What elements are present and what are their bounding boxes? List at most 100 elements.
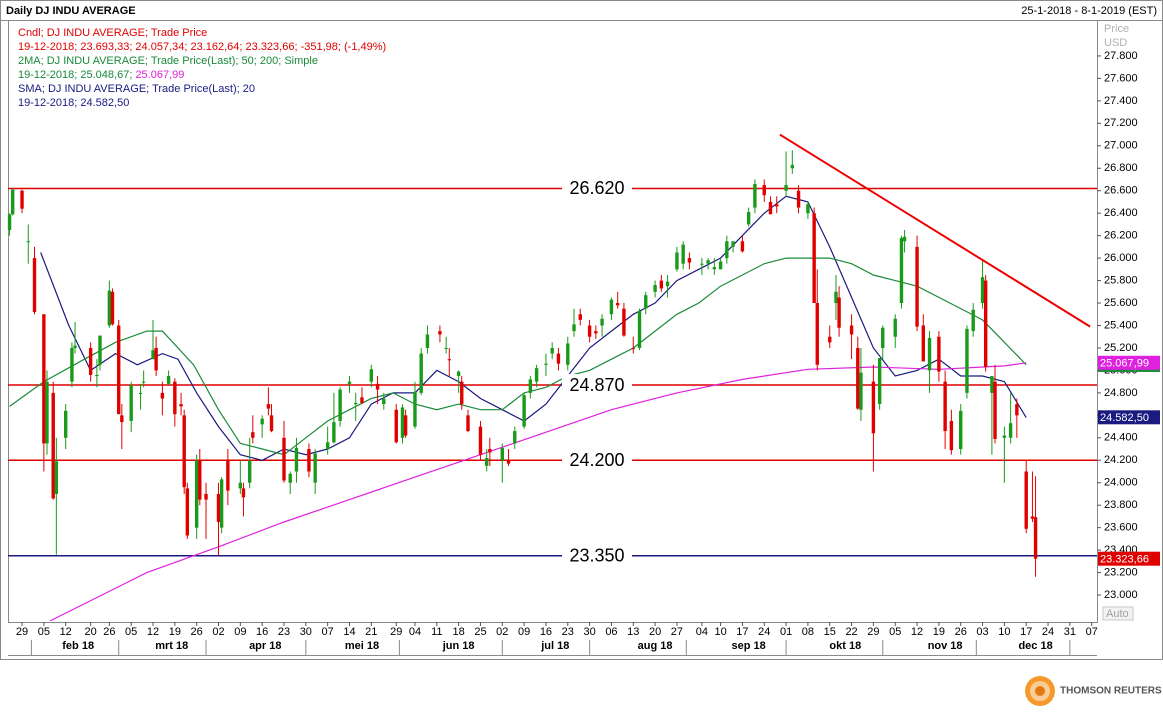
level-label-bg [562,544,632,567]
candle-body [522,395,526,427]
candle-body [198,460,202,500]
y-tick-label: 26.800 [1104,162,1138,174]
x-tick-label: 24 [758,626,770,638]
x-tick-label: 07 [1086,626,1098,638]
y-tick-label: 26.400 [1104,207,1138,219]
candle-body [444,347,448,349]
candle-body [447,359,451,361]
x-tick-label: 22 [845,626,857,638]
month-label: jul 18 [540,640,569,652]
candle-body [659,280,664,289]
y-tick-label: 23.200 [1104,566,1138,578]
candle-body [413,391,417,427]
last-value-label: 25.067,99 [1100,358,1149,370]
legend-line: Cndl; DJ INDU AVERAGE; Trade Price [18,27,207,39]
legend-line: 19-12-2018; 23.693,33; 24.057,34; 23.162… [18,41,386,53]
y-tick-label: 23.800 [1104,499,1138,511]
x-tick-label: 29 [16,626,28,638]
x-tick-label: 20 [85,626,97,638]
level-label-bg [562,374,632,397]
candle-body [637,310,642,348]
brand: THOMSON REUTERS [1060,686,1162,697]
candle-body [856,347,860,409]
candle-body [425,334,430,348]
candle-body [98,335,102,365]
x-axis: 29 05 12 20 26 05 12 19 26 02 09 16 23 30 07 14 21 29 04 11… [8,622,1098,656]
x-tick-label: 02 [496,626,508,638]
legend-text: 19-12-2018; 24.582,50 [18,97,129,109]
candle-body [204,493,208,500]
candle-body [247,460,252,483]
x-tick-label: 12 [911,626,923,638]
candle-body [834,291,838,304]
x-tick-label: 26 [955,626,967,638]
candle-body [877,358,882,405]
candle-body [706,260,710,264]
month-label: sep 18 [732,640,766,652]
x-tick-label: 14 [343,626,355,638]
x-tick-label: 25 [474,626,486,638]
y-tick-label: 27.600 [1104,72,1138,84]
candle-body [484,458,489,466]
last-value-box [1098,355,1160,370]
x-tick-label: 02 [212,626,224,638]
candle-body [700,263,704,265]
candle-body [288,473,292,483]
candle-body [251,432,255,438]
y-tick-label: 27.000 [1104,140,1138,152]
candle-body [675,252,679,270]
candle-body [718,261,723,270]
candle-body [902,236,907,242]
candle-body [959,410,963,450]
candle-body [160,392,165,399]
candle-body [456,371,461,377]
x-tick-label: 09 [518,626,530,638]
candle-body [266,404,271,409]
candle-body [226,460,230,491]
candle-body [54,461,59,494]
level-label: 26.620 [569,178,624,198]
candle-body [915,246,919,327]
x-tick-label: 04 [409,626,421,638]
x-tick-label: 31 [1064,626,1076,638]
candle-body [622,308,626,336]
y-tick-label: 23.000 [1104,589,1138,601]
month-label: aug 18 [638,640,673,652]
candle-body [815,303,819,365]
candle-body [478,426,483,455]
candle-body [141,381,146,383]
candle-body [129,385,133,421]
candle-body [550,347,554,354]
level-label: 23.350 [569,545,624,565]
x-tick-label: 21 [365,626,377,638]
month-label: dec 18 [1018,640,1052,652]
y-tick-label: 24.200 [1104,454,1138,466]
candle-body [594,331,598,334]
x-tick-label: 03 [976,626,988,638]
candle-body [513,431,517,444]
legend-text: SMA; DJ INDU AVERAGE; Trade Price(Last);… [18,83,255,95]
candle-body [806,204,810,214]
x-tick-label: 30 [300,626,312,638]
x-tick-label: 15 [824,626,836,638]
month-label: okt 18 [829,640,861,652]
last-value-label: 23.323,66 [1100,554,1149,566]
candle-body [400,407,405,438]
candle-body [980,277,985,304]
candle-body [179,404,183,407]
candle-body [338,389,342,421]
chart-title: Daily DJ INDU AVERAGE [6,5,136,17]
candle-body [10,189,15,215]
candle-body [173,381,177,415]
candle-body [859,372,863,410]
candle-body [32,258,37,313]
candle-body [572,324,576,332]
candle-body [837,297,841,328]
y-tick-label: 27.800 [1104,50,1138,62]
date-range: 25-1-2018 - 8-1-2019 (EST) [1021,5,1157,17]
candle-body [556,353,561,364]
y-tick-label: 26.600 [1104,185,1138,197]
candle-body [419,353,423,393]
candle-body [1033,517,1038,559]
y-tick-label: 24.000 [1104,477,1138,489]
